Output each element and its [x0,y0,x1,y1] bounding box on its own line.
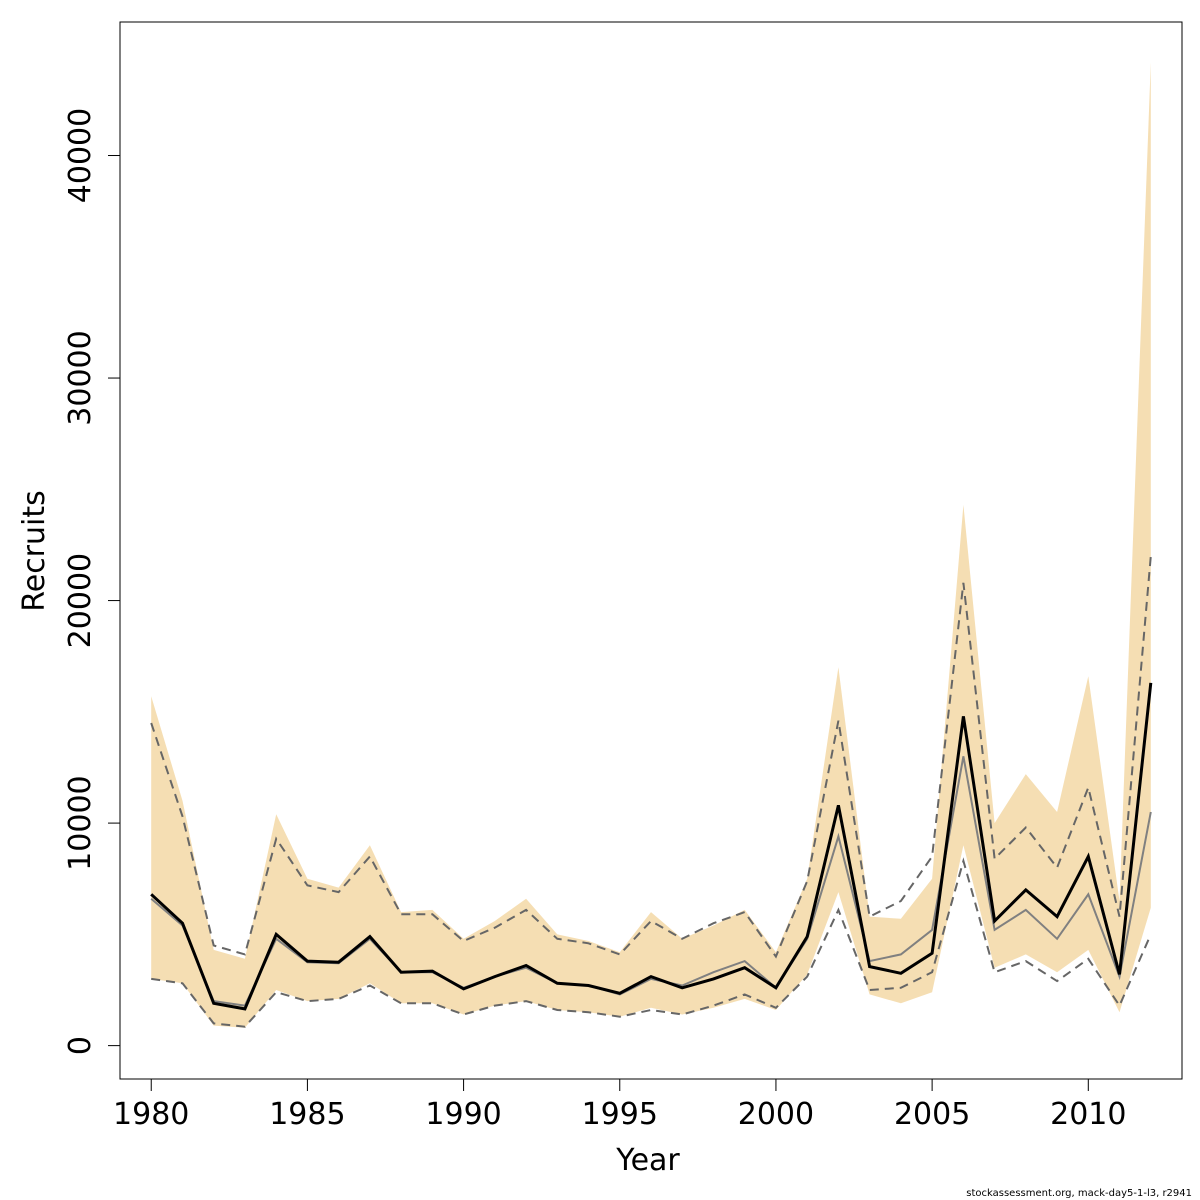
x-axis: 1980 1985 1990 1995 2000 2005 2010 [113,1078,1126,1132]
reference-lower-ci-line [151,857,1152,1028]
x-tick-label-1990: 1990 [425,1097,501,1132]
x-tick-label-1985: 1985 [269,1097,345,1132]
y-tick-label-0: 0 [63,1036,98,1055]
y-tick-label-10000: 10000 [63,775,98,870]
x-tick-label-1995: 1995 [582,1097,658,1132]
x-tick-label-2010: 2010 [1050,1097,1126,1132]
reference-upper-ci-line [150,556,1152,959]
footer-credit: stockassessment.org, mack-day5-1-l3, r29… [966,1188,1192,1199]
x-tick-label-2005: 2005 [894,1097,970,1132]
x-tick-label-2000: 2000 [738,1097,814,1132]
x-tick-label-1980: 1980 [113,1097,189,1132]
x-axis-title: Year [615,1143,680,1178]
y-axis: 0 10000 20000 30000 40000 [63,108,121,1055]
y-tick-label-40000: 40000 [63,108,98,203]
y-axis-title: Recruits [17,490,52,612]
y-tick-label-20000: 20000 [63,553,98,648]
recruits-estimate-line [150,682,1153,1011]
y-tick-label-30000: 30000 [63,330,98,425]
